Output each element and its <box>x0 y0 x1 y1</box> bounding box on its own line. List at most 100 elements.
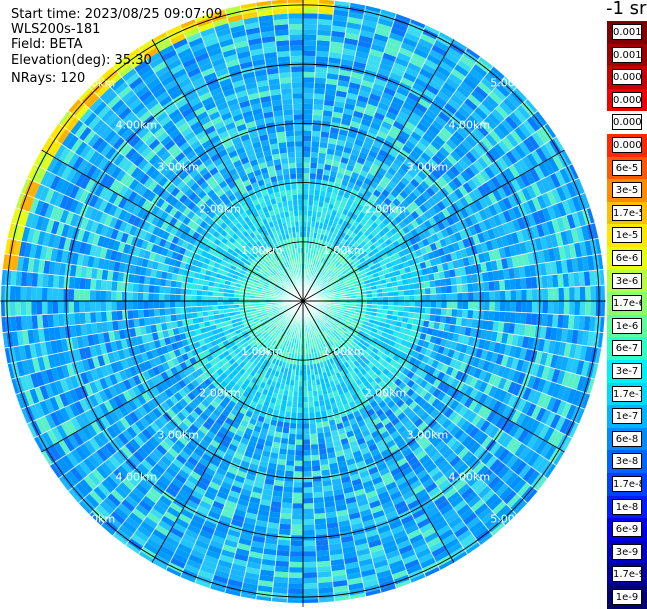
scan-cell <box>58 288 64 301</box>
scan-cell <box>42 314 48 328</box>
scan-cell <box>191 289 197 295</box>
scan-cell <box>101 290 107 301</box>
scan-cell <box>284 476 294 482</box>
scan-cell <box>456 317 462 326</box>
scan-cell <box>303 519 315 525</box>
scan-cell <box>296 439 304 445</box>
scan-cell <box>290 541 303 547</box>
scan-cell <box>430 308 436 315</box>
scan-cell <box>47 301 53 314</box>
scan-cell <box>138 292 144 301</box>
scan-cell <box>26 315 32 330</box>
scan-cell <box>521 301 527 313</box>
scan-cell <box>467 310 473 319</box>
scan-cell <box>282 497 293 503</box>
scan-cell <box>289 572 304 578</box>
scan-cell <box>289 428 296 434</box>
scan-cell <box>436 308 442 316</box>
scan-cell <box>457 309 463 318</box>
scan-cell <box>315 529 328 535</box>
scan-cell <box>159 286 165 294</box>
scan-cell <box>95 312 101 323</box>
scan-cell <box>53 288 59 301</box>
scan-cell <box>279 448 288 454</box>
scan-cell <box>303 588 318 594</box>
scan-cell <box>450 317 456 326</box>
scan-cell <box>90 301 96 312</box>
scan-cell <box>101 280 107 291</box>
scan-cell <box>196 301 202 307</box>
scan-cell <box>317 566 332 572</box>
scan-cell <box>117 311 123 321</box>
scan-cell <box>85 301 91 312</box>
scan-cell <box>122 301 128 311</box>
scan-cell <box>58 314 64 327</box>
scan-cell <box>303 583 318 589</box>
scan-cell <box>291 519 303 525</box>
scan-cell <box>316 545 329 551</box>
scan-cell <box>175 301 181 308</box>
scan-cell <box>275 561 289 567</box>
scan-cell <box>303 392 308 397</box>
scan-cell <box>286 455 295 461</box>
scan-cell <box>296 434 303 440</box>
scan-cell <box>297 402 303 408</box>
scan-cell <box>143 309 149 318</box>
scan-cell <box>315 524 327 530</box>
scan-cell <box>314 508 325 514</box>
scan-cell <box>303 567 317 573</box>
scan-cell <box>303 599 319 603</box>
scan-cell <box>303 471 312 477</box>
scan-cell <box>42 274 48 288</box>
scan-cell <box>293 493 303 499</box>
scan-cell <box>462 309 468 318</box>
scan-cell <box>69 289 75 301</box>
scan-cell <box>53 301 59 314</box>
scan-cell <box>504 312 510 323</box>
scan-cell <box>1 301 5 317</box>
scan-cell <box>138 284 144 293</box>
scan-cell <box>312 476 322 482</box>
scan-cell <box>531 313 537 326</box>
scan-cell <box>154 309 160 317</box>
scan-cell <box>303 530 315 536</box>
scan-cell <box>290 551 303 557</box>
scan-cell <box>74 301 80 313</box>
scan-cell <box>58 275 64 288</box>
scan-cell <box>69 277 75 290</box>
scan-cell <box>478 310 484 320</box>
scan-cell <box>511 301 517 312</box>
scan-cell <box>31 301 37 315</box>
scan-cell <box>101 311 107 322</box>
scan-cell <box>48 314 54 328</box>
scan-cell <box>303 386 308 391</box>
scan-cell <box>154 285 160 293</box>
scan-cell <box>527 301 533 313</box>
scan-cell <box>489 301 495 311</box>
scan-cell <box>515 312 521 324</box>
scan-cell <box>202 296 208 301</box>
scan-cell <box>79 289 85 301</box>
scan-cell <box>298 397 303 403</box>
scan-cell <box>133 292 139 301</box>
scan-cell <box>289 567 303 573</box>
scan-cell <box>106 301 112 311</box>
scan-cell <box>283 487 293 493</box>
scan-cell <box>303 541 316 547</box>
scan-cell <box>122 292 128 302</box>
scan-cell <box>553 301 559 314</box>
scan-cell <box>10 301 16 316</box>
scan-cell <box>303 525 315 531</box>
scan-cell <box>42 287 48 301</box>
scan-cell <box>445 316 451 324</box>
scan-cell <box>277 545 290 551</box>
scan-cell <box>133 301 139 310</box>
scan-cell <box>69 301 75 313</box>
scan-cell <box>303 551 316 557</box>
scan-cell <box>409 307 415 313</box>
scan-cell <box>127 292 133 301</box>
scan-cell <box>148 301 154 309</box>
scan-cell <box>294 471 303 477</box>
scan-cell <box>95 301 101 312</box>
